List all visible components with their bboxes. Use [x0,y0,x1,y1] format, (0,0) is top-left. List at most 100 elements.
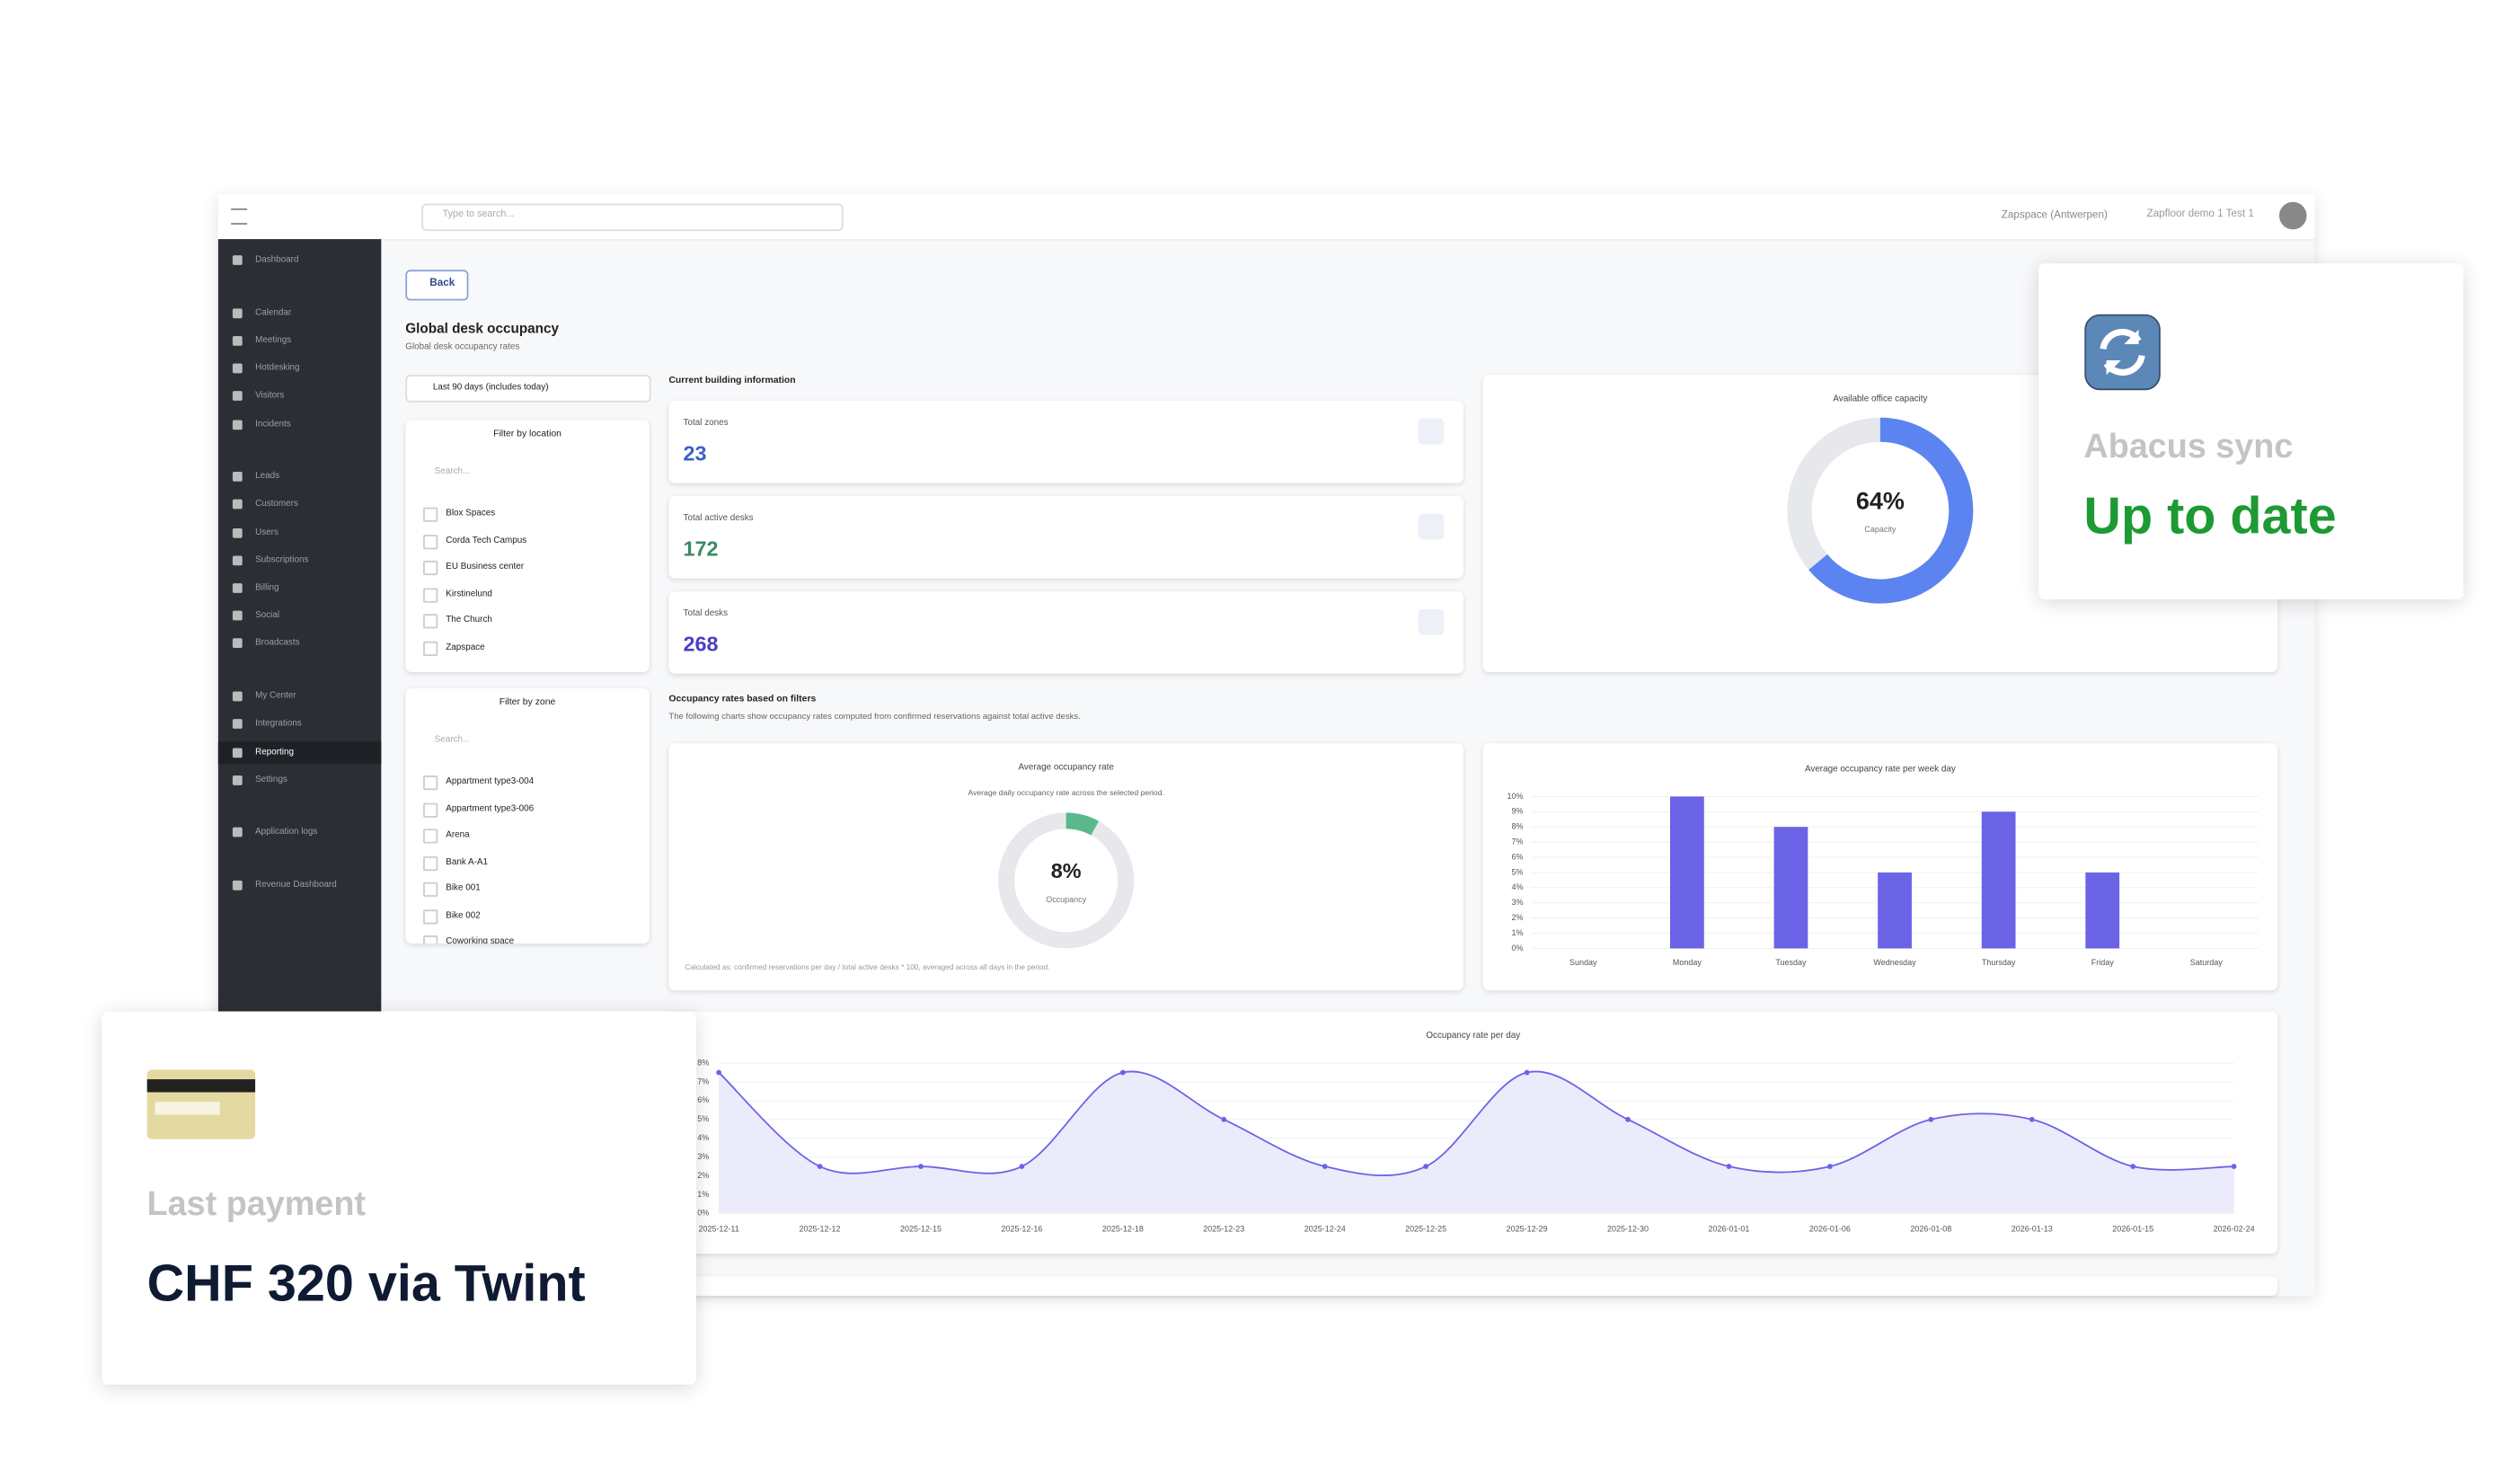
nav-item[interactable]: Dashboard [218,249,382,271]
nav-item[interactable]: Billing [218,577,382,599]
checkbox[interactable] [423,908,438,924]
donut-track [998,812,1135,949]
x-tick-label: 2025-12-18 [1102,1225,1144,1234]
search-box[interactable]: Type to search... [421,203,844,232]
x-tick-label: Wednesday [1873,958,1916,967]
card-icon [146,1069,256,1139]
checkbox[interactable] [423,935,438,944]
nav-label: Application logs [255,828,318,838]
nav-item[interactable]: Reporting [217,740,382,764]
sync-card: Abacus sync Up to date [2038,263,2463,600]
checkbox[interactable] [423,507,438,522]
page-subtitle: Global desk occupancy rates [405,342,520,352]
nav-item[interactable]: Incidents [218,412,382,435]
nav-icon [232,527,243,538]
location[interactable]: Zapspace (Antwerpen) [2001,209,2108,222]
nav-label: Leads [255,472,280,483]
y-tick-label: 5% [697,1114,709,1123]
search-placeholder: Type to search... [442,209,515,220]
filter-option: Bank A-A1 [446,856,488,867]
x-tick-label: 2026-01-13 [2012,1225,2053,1234]
x-tick-label: 2026-01-01 [1708,1225,1749,1234]
checkbox[interactable] [423,614,438,629]
x-tick-label: 2026-01-06 [1809,1225,1851,1234]
line-point [1726,1164,1732,1169]
user-name[interactable]: Zapfloor demo 1 Test 1 [2146,208,2254,220]
nav-item[interactable]: Calendar [218,302,382,324]
x-tick-label: 2025-12-16 [1001,1225,1042,1234]
y-tick-label: 3% [697,1152,709,1161]
avatar[interactable] [2278,201,2307,230]
filter-option: Appartment type3-004 [446,776,535,787]
section-description: The following charts show occupancy rate… [668,712,1081,722]
line-point [1322,1164,1328,1169]
filter-option: Corda Tech Campus [446,536,527,545]
nav-label: Calendar [255,307,292,318]
checkbox[interactable] [423,775,438,791]
nav-item[interactable]: My Center [218,686,382,708]
filter-option: Blox Spaces [446,509,496,519]
nav-label: Broadcasts [255,638,300,649]
filter-search[interactable]: Search... [434,735,471,745]
nav-item[interactable]: Broadcasts [218,633,382,655]
checkbox[interactable] [423,587,438,602]
nav-label: Visitors [255,391,285,402]
line-chart: Occupancy rate per day 0% 1% 2% 3% 4% 5% 6% 7% 8%… [697,1031,2254,1234]
x-tick-label: 2025-12-23 [1203,1225,1244,1234]
bar [1981,811,2016,949]
y-tick-label: 6% [1512,852,1524,861]
y-tick-label: 10% [1508,792,1524,801]
nav-item[interactable]: Users [218,521,382,544]
sync-icon [2084,314,2161,391]
nav-label: Subscriptions [255,555,309,565]
filter-option: The Church [446,616,492,625]
line-point [1019,1164,1025,1169]
nav-item[interactable]: Settings [218,768,382,791]
nav-label: Users [255,527,279,538]
menu-button[interactable] [231,208,248,225]
info-value: 268 [683,632,719,656]
nav-item[interactable]: Application logs [218,821,382,844]
nav-label: Incidents [255,419,291,430]
nav-item[interactable]: Social [218,605,382,627]
section-heading: Occupancy rates based on filters [668,695,817,705]
back-button[interactable]: Back [405,270,469,301]
checkbox[interactable] [423,829,438,844]
x-tick-label: 2025-12-24 [1304,1225,1346,1234]
y-tick-label: 1% [1512,928,1524,937]
nav-icon [232,583,243,593]
x-tick-label: Monday [1673,958,1702,967]
nav-item[interactable]: Meetings [218,330,382,352]
nav-item[interactable]: Integrations [218,713,382,735]
line-area [719,1071,2234,1214]
checkbox[interactable] [423,640,438,656]
date-filter[interactable]: Last 90 days (includes today) [405,375,651,403]
nav-item[interactable]: Customers [218,493,382,516]
x-tick-label: 2026-02-24 [2214,1225,2255,1234]
nav-item[interactable]: Hotdesking [218,358,382,380]
line-point [817,1164,823,1169]
bar [1773,827,1808,949]
chart-card [668,743,1463,991]
filter-option: Arena [446,830,470,840]
donut-value: 64% [1856,487,1905,514]
checkbox[interactable] [423,560,438,576]
info-card: Total active desks 172 [668,495,1463,579]
date-filter-label: Last 90 days (includes today) [432,383,549,393]
checkbox[interactable] [423,534,438,549]
filter-search[interactable]: Search... [434,466,471,477]
info-icon [1418,608,1445,635]
nav-icon [232,419,243,430]
y-tick-label: 0% [1512,944,1524,953]
checkbox[interactable] [423,802,438,817]
checkbox[interactable] [423,855,438,871]
nav-item[interactable]: Leads [218,465,382,488]
checkbox[interactable] [423,882,438,897]
nav-label: Dashboard [255,255,299,265]
x-tick-label: Friday [2091,958,2114,967]
y-tick-label: 8% [1512,822,1524,831]
nav-item[interactable]: Subscriptions [218,549,382,572]
nav-item[interactable]: Revenue Dashboard [218,874,382,897]
nav-item[interactable]: Visitors [218,385,382,407]
chart-title: Average occupancy rate per week day [1805,764,1956,774]
